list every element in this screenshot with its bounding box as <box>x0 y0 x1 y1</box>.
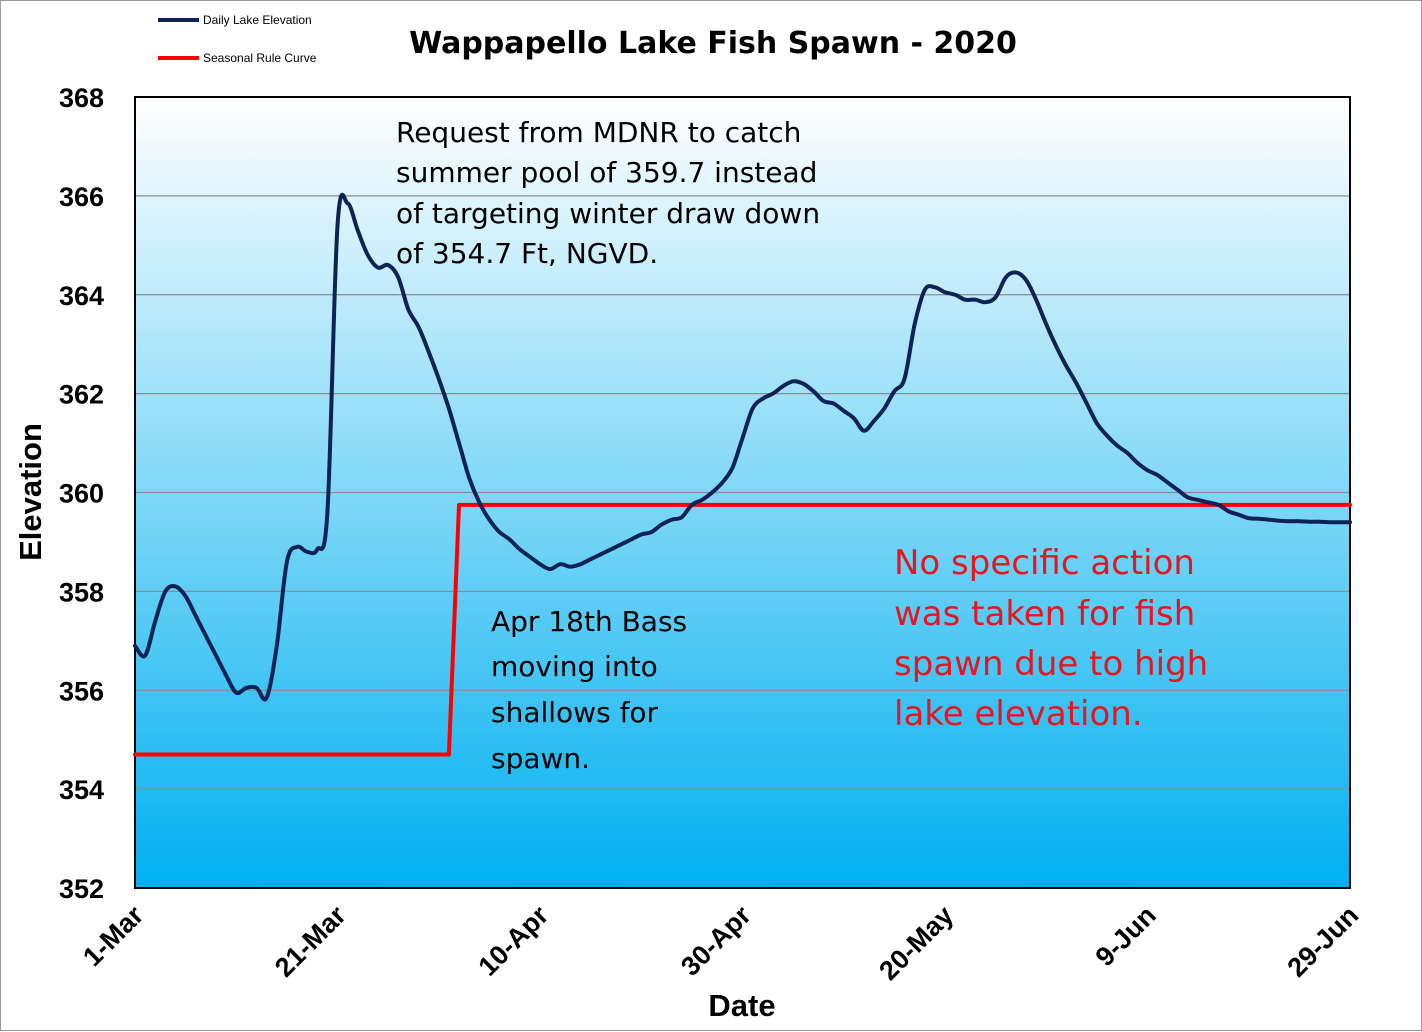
annotation-bass-line: shallows for <box>491 696 659 729</box>
x-tick-label: 1-Mar <box>77 900 149 972</box>
annotation-no-action: No specific action was taken for fish sp… <box>894 543 1219 734</box>
y-tick-label: 366 <box>59 182 104 212</box>
x-tick-label: 30-Apr <box>675 900 757 982</box>
annotation-no-action-line: spawn due to high <box>894 644 1208 684</box>
legend: Daily Lake Elevation Seasonal Rule Curve <box>158 13 317 65</box>
y-tick-label: 356 <box>59 676 104 706</box>
x-tick-labels: 1-Mar 21-Mar 10-Apr 30-Apr 20-May 9-Jun 29-Jun <box>77 900 1364 986</box>
annotation-bass-line: spawn. <box>491 742 590 775</box>
x-tick-label: 29-Jun <box>1281 900 1364 983</box>
series-line-daily-lake-elevation <box>133 192 1352 702</box>
plot-border <box>134 96 1351 889</box>
y-tick-label: 368 <box>59 83 104 113</box>
x-tick-label: 10-Apr <box>473 900 555 982</box>
legend-label-rule: Seasonal Rule Curve <box>203 51 317 65</box>
legend-label-daily: Daily Lake Elevation <box>203 13 312 27</box>
y-axis-title: Elevation <box>13 423 48 561</box>
series-layer <box>133 192 1352 757</box>
annotation-no-action-line: was taken for fish <box>894 594 1195 634</box>
annotation-mdnr-line: of 354.7 Ft, NGVD. <box>396 237 658 270</box>
y-tick-labels: 352 354 356 358 360 362 364 366 368 <box>59 83 104 904</box>
y-tick-label: 360 <box>59 479 104 509</box>
y-tick-label: 354 <box>59 775 104 805</box>
series-line-seasonal-rule-curve <box>133 502 1352 757</box>
annotation-mdnr-line: of targeting winter draw down <box>396 197 820 230</box>
annotation-bass-line: moving into <box>491 650 658 683</box>
y-tick-label: 358 <box>59 577 104 607</box>
annotation-mdnr-line: summer pool of 359.7 instead <box>396 156 817 189</box>
x-axis-title: Date <box>708 988 775 1023</box>
x-tick-label: 20-May <box>873 900 959 986</box>
y-tick-label: 352 <box>59 874 104 904</box>
y-tick-label: 364 <box>59 281 104 311</box>
annotation-mdnr: Request from MDNR to catch summer pool o… <box>396 116 829 270</box>
chart-title: Wappapello Lake Fish Spawn - 2020 <box>409 26 1017 61</box>
annotation-mdnr-line: Request from MDNR to catch <box>396 116 801 149</box>
annotation-no-action-line: lake elevation. <box>894 694 1143 734</box>
annotation-bass: Apr 18th Bass moving into shallows for s… <box>491 605 696 775</box>
x-tick-label: 21-Mar <box>269 900 352 983</box>
annotation-no-action-line: No specific action <box>894 543 1195 583</box>
x-tick-label: 9-Jun <box>1090 900 1162 972</box>
annotation-bass-line: Apr 18th Bass <box>491 605 687 638</box>
y-tick-label: 362 <box>59 380 104 410</box>
